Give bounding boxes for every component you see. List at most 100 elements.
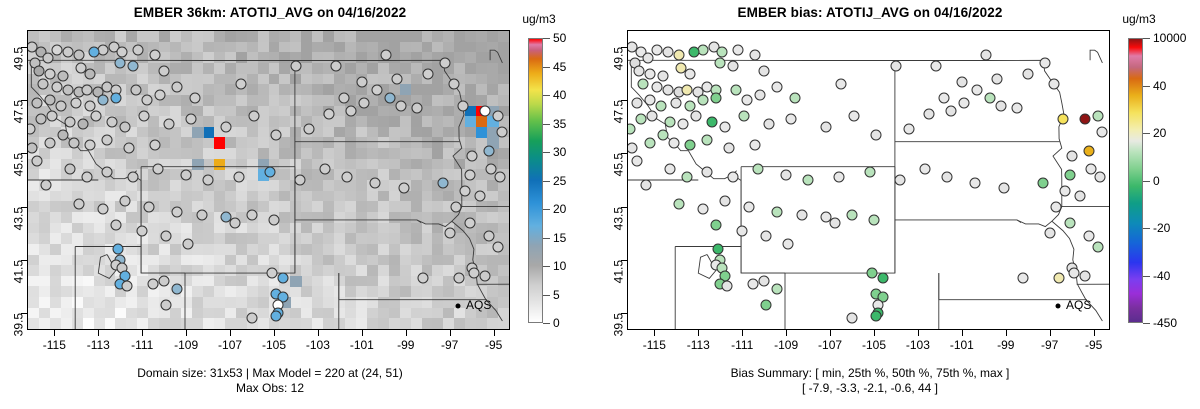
observation-marker[interactable] <box>264 166 276 178</box>
observation-marker[interactable] <box>492 110 504 122</box>
observation-marker[interactable] <box>143 201 155 213</box>
observation-marker[interactable] <box>149 139 161 151</box>
observation-marker[interactable] <box>51 81 63 93</box>
observation-marker[interactable] <box>938 92 950 103</box>
observation-marker[interactable] <box>1064 169 1075 181</box>
observation-marker[interactable] <box>448 78 460 90</box>
observation-marker[interactable] <box>903 123 915 135</box>
observation-marker[interactable] <box>44 94 56 106</box>
observation-marker[interactable] <box>1011 102 1023 114</box>
observation-marker[interactable] <box>450 201 462 213</box>
observation-marker[interactable] <box>980 49 992 61</box>
observation-marker[interactable] <box>1079 270 1091 282</box>
observation-marker[interactable] <box>483 230 495 242</box>
observation-marker[interactable] <box>1039 57 1051 69</box>
observation-marker[interactable] <box>229 217 240 229</box>
observation-marker[interactable] <box>655 100 667 111</box>
observation-marker[interactable] <box>84 139 95 151</box>
observation-marker[interactable] <box>319 163 330 175</box>
observation-marker[interactable] <box>127 60 139 72</box>
observation-marker[interactable] <box>633 65 645 77</box>
observation-marker[interactable] <box>51 44 63 56</box>
observation-marker[interactable] <box>268 214 280 226</box>
observation-marker[interactable] <box>760 299 772 311</box>
observation-marker[interactable] <box>664 163 676 175</box>
observation-marker[interactable] <box>736 225 748 237</box>
observation-marker[interactable] <box>657 129 669 141</box>
observation-marker[interactable] <box>77 118 89 130</box>
observation-marker[interactable] <box>1059 185 1071 197</box>
observation-marker[interactable] <box>483 145 495 157</box>
observation-marker[interactable] <box>651 81 663 93</box>
observation-marker[interactable] <box>780 169 792 181</box>
observation-marker[interactable] <box>749 49 761 61</box>
observation-marker[interactable] <box>1048 78 1060 90</box>
observation-marker[interactable] <box>73 49 84 61</box>
observation-marker[interactable] <box>417 272 429 284</box>
observation-marker[interactable] <box>341 171 352 183</box>
observation-marker[interactable] <box>662 46 673 58</box>
observation-marker[interactable] <box>233 171 245 183</box>
observation-marker[interactable] <box>1057 113 1069 125</box>
observation-marker[interactable] <box>956 76 968 88</box>
observation-marker[interactable] <box>395 100 407 111</box>
observation-marker[interactable] <box>121 280 133 292</box>
observation-marker[interactable] <box>714 57 726 69</box>
observation-marker[interactable] <box>31 97 43 109</box>
observation-marker[interactable] <box>833 171 845 183</box>
observation-marker[interactable] <box>941 171 952 183</box>
observation-marker[interactable] <box>70 97 82 109</box>
observation-marker[interactable] <box>640 179 652 191</box>
observation-marker[interactable] <box>684 68 695 80</box>
observation-marker[interactable] <box>958 97 970 109</box>
observation-marker[interactable] <box>171 283 183 295</box>
observation-marker[interactable] <box>835 78 847 90</box>
observation-marker[interactable] <box>1044 227 1056 239</box>
observation-marker[interactable] <box>919 163 930 175</box>
observation-marker[interactable] <box>631 155 643 167</box>
observation-marker[interactable] <box>631 97 643 109</box>
observation-marker[interactable] <box>189 92 201 103</box>
observation-marker[interactable] <box>323 108 335 119</box>
observation-marker[interactable] <box>637 78 649 90</box>
observation-marker[interactable] <box>706 116 717 127</box>
observation-marker[interactable] <box>180 169 192 181</box>
observation-marker[interactable] <box>732 44 744 56</box>
observation-marker[interactable] <box>391 73 403 85</box>
observation-marker[interactable] <box>846 312 858 324</box>
observation-marker[interactable] <box>681 171 693 183</box>
observation-marker[interactable] <box>127 171 139 183</box>
observation-marker[interactable] <box>716 46 728 58</box>
observation-marker[interactable] <box>1094 171 1106 183</box>
observation-marker[interactable] <box>290 60 302 72</box>
observation-marker[interactable] <box>171 81 183 93</box>
observation-marker[interactable] <box>422 68 434 80</box>
observation-marker[interactable] <box>969 177 981 189</box>
observation-marker[interactable] <box>644 94 656 106</box>
observation-marker[interactable] <box>741 94 753 106</box>
observation-marker[interactable] <box>358 97 370 109</box>
observation-marker[interactable] <box>160 230 172 242</box>
observation-marker[interactable] <box>453 272 464 284</box>
observation-marker[interactable] <box>152 163 164 175</box>
observation-marker[interactable] <box>646 110 658 122</box>
observation-marker[interactable] <box>44 137 56 149</box>
observation-marker[interactable] <box>673 49 684 61</box>
observation-marker[interactable] <box>1022 68 1034 80</box>
observation-marker[interactable] <box>710 92 722 103</box>
observation-marker[interactable] <box>384 92 396 103</box>
observation-marker[interactable] <box>829 217 840 229</box>
observation-marker[interactable] <box>1085 163 1097 175</box>
observation-marker[interactable] <box>802 174 814 186</box>
observation-marker[interactable] <box>1083 145 1095 157</box>
observation-marker[interactable] <box>738 110 750 122</box>
observation-marker[interactable] <box>870 129 882 141</box>
observation-marker[interactable] <box>141 94 153 106</box>
observation-marker[interactable] <box>785 113 796 125</box>
observation-marker[interactable] <box>930 60 941 72</box>
observation-marker[interactable] <box>28 142 38 154</box>
observation-marker[interactable] <box>754 89 766 101</box>
observation-marker[interactable] <box>270 129 282 141</box>
observation-marker[interactable] <box>246 209 258 221</box>
observation-marker[interactable] <box>464 217 475 229</box>
